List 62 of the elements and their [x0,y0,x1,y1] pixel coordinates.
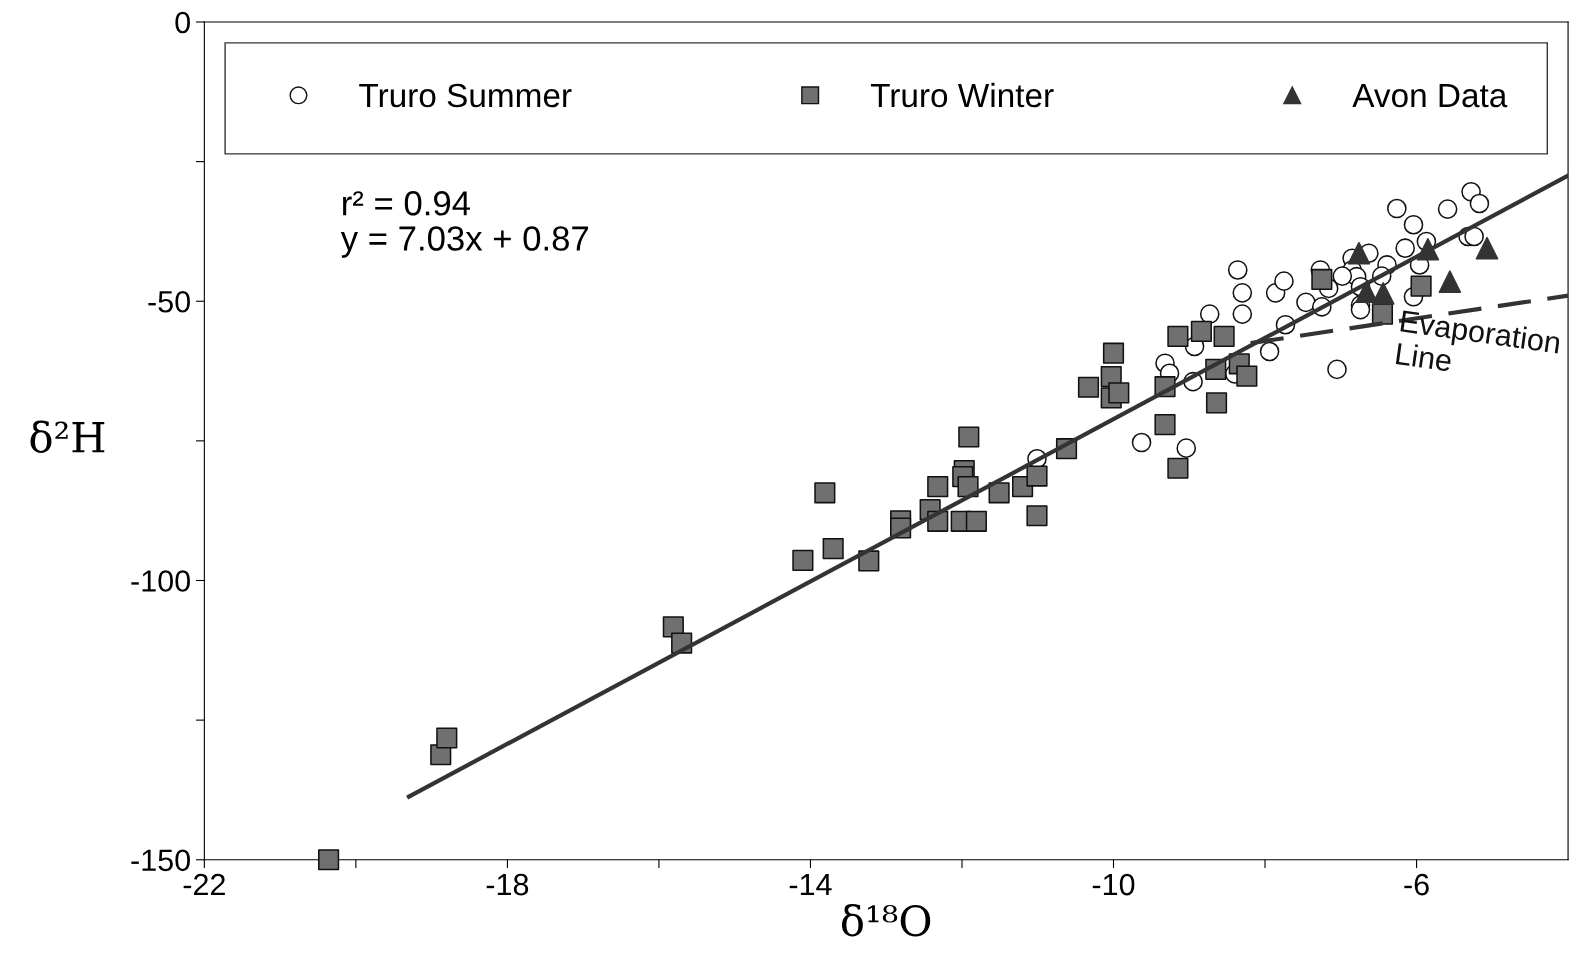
point [1190,320,1212,342]
point [1077,376,1100,398]
point [1469,193,1490,214]
point [1108,382,1130,404]
point [965,510,987,532]
x-tick-label: -6 [1404,873,1429,896]
x-tick-label: -14 [789,874,832,896]
point [1464,226,1484,247]
point [1236,365,1258,387]
point [1232,283,1253,303]
point [1274,271,1294,291]
point [1387,198,1407,219]
point [927,476,949,498]
point [1213,325,1235,348]
point [1167,325,1189,348]
point [858,550,880,572]
point [1332,266,1353,286]
point [1131,432,1152,453]
point [1232,304,1253,324]
annotation: r² = 0.94 [343,191,470,216]
point [1327,359,1347,380]
point [1437,199,1458,219]
y-tick-label: 0 [175,11,190,34]
point [792,549,814,571]
point [1199,304,1220,324]
y-tick-label: -50 [148,290,190,313]
point [1026,465,1048,487]
y-axis-title: δ²H [30,420,105,453]
point [436,727,458,749]
point [1154,414,1176,436]
point [318,849,340,871]
point [1475,236,1499,260]
point [1259,341,1280,362]
point [1410,275,1432,297]
point [1296,292,1316,313]
y-tick-label: -100 [131,570,190,592]
x-axis-title: δ¹⁸O [841,903,931,937]
point [1395,238,1415,259]
point [1371,282,1395,305]
legend-label: Truro Winter [870,82,1054,108]
point [1438,270,1462,293]
legend-label: Truro Summer [359,83,572,108]
x-tick-label: -22 [183,873,225,896]
point [1347,241,1371,265]
legend-label: Avon Data [1352,84,1508,108]
x-tick-label: -18 [486,873,529,896]
text: Evaporation Line [1395,309,1561,372]
point [1205,392,1228,414]
point [958,426,980,448]
point [1311,268,1333,291]
point [1167,457,1189,479]
point [1026,505,1048,527]
point [1176,438,1197,458]
point [1403,214,1424,235]
point [988,482,1010,504]
x-tick-label: -10 [1092,873,1135,896]
point [1227,260,1248,280]
y-tick-label: -150 [131,849,190,872]
point [814,482,836,504]
annotation: y = 7.03x + 0.87 [340,226,589,258]
point [822,538,844,560]
point [1102,342,1125,364]
